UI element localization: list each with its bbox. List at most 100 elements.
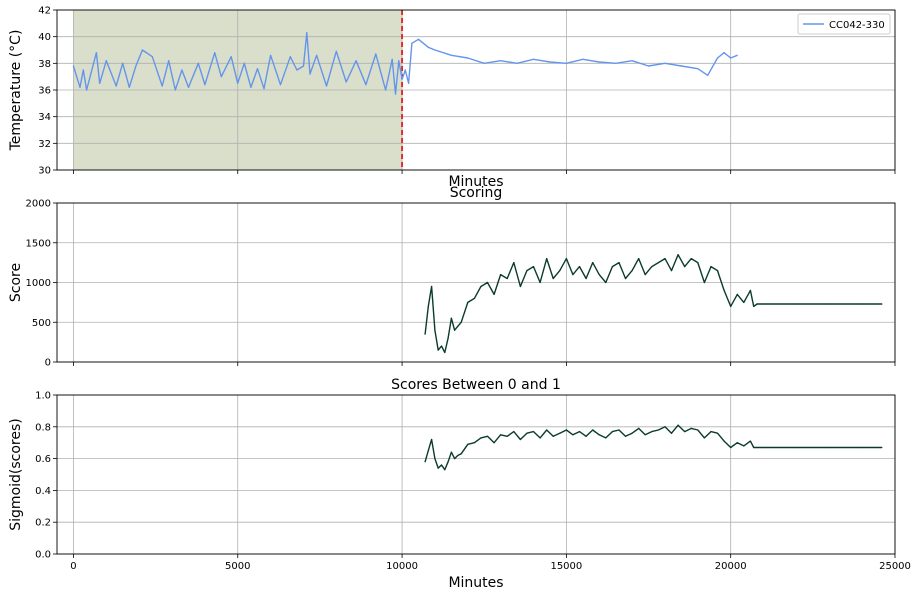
data-point <box>427 450 429 452</box>
data-point <box>736 442 738 444</box>
data-point <box>263 88 265 90</box>
x-tick-label: 5000 <box>225 561 250 572</box>
y-tick-label: 0.8 <box>35 422 51 433</box>
data-point <box>519 285 521 288</box>
data-point <box>427 305 429 307</box>
data-point <box>243 62 245 64</box>
data-point <box>365 84 367 86</box>
x-axis-label: Minutes <box>448 174 503 190</box>
data-point <box>549 61 551 63</box>
data-point <box>598 434 600 436</box>
data-point <box>345 81 347 83</box>
data-point <box>697 68 699 70</box>
data-point <box>677 424 679 426</box>
data-point <box>565 429 567 431</box>
data-point <box>519 438 521 441</box>
data-point <box>434 329 436 331</box>
data-point <box>95 52 98 54</box>
data-point <box>546 429 548 431</box>
data-point <box>611 430 613 433</box>
data-point <box>457 454 459 457</box>
data-point <box>467 443 469 445</box>
data-point <box>204 84 206 86</box>
data-point <box>454 329 456 331</box>
data-point <box>582 58 584 60</box>
data-point <box>710 430 712 433</box>
data-point <box>572 273 574 276</box>
data-point <box>638 258 640 260</box>
data-point <box>651 266 653 268</box>
data-point <box>526 432 528 434</box>
data-point <box>624 435 627 437</box>
data-point <box>220 76 222 78</box>
data-point <box>657 262 659 264</box>
data-point <box>644 273 646 276</box>
data-point <box>434 49 436 51</box>
data-point <box>500 273 502 276</box>
data-point <box>250 86 252 88</box>
series-line-CC042-330 <box>72 32 738 95</box>
data-point <box>592 262 594 264</box>
x-tick-label: 10000 <box>386 561 418 572</box>
data-point <box>437 349 439 351</box>
data-point <box>730 305 732 307</box>
y-tick-label: 1500 <box>26 238 51 249</box>
y-tick-label: 0.4 <box>35 486 51 497</box>
data-point <box>664 258 666 260</box>
data-point <box>408 82 410 84</box>
data-point <box>631 60 633 62</box>
data-point <box>467 301 469 303</box>
data-point <box>256 68 259 70</box>
y-tick-label: 0.0 <box>35 550 51 561</box>
axes-frame <box>56 394 896 555</box>
data-point <box>306 32 308 34</box>
data-point <box>690 427 692 429</box>
data-point <box>532 266 535 268</box>
data-point <box>723 289 725 292</box>
data-point <box>473 297 475 299</box>
data-point <box>861 303 863 305</box>
data-point <box>756 303 758 305</box>
chart-title: Scores Between 0 and 1 <box>391 377 561 393</box>
data-point <box>325 85 328 87</box>
data-point <box>756 446 758 449</box>
data-point <box>611 266 613 268</box>
data-point <box>753 305 755 307</box>
data-point <box>516 62 518 64</box>
data-point <box>546 258 548 260</box>
data-point <box>749 289 752 292</box>
data-point <box>565 258 567 260</box>
data-point <box>723 440 725 442</box>
data-point <box>657 429 659 431</box>
data-point <box>135 65 137 67</box>
data-point <box>526 269 528 272</box>
legend-entry: CC042-330 <box>829 20 885 31</box>
data-point <box>539 437 541 439</box>
data-point <box>85 89 88 91</box>
x-tick-label: 0 <box>70 561 76 572</box>
data-point <box>411 42 413 44</box>
data-point <box>444 469 446 471</box>
data-point <box>404 69 406 71</box>
data-point <box>753 446 755 449</box>
data-point <box>168 60 170 62</box>
data-point <box>197 62 199 64</box>
data-point <box>828 303 830 305</box>
data-point <box>605 281 607 284</box>
data-point <box>532 430 535 433</box>
data-point <box>716 57 719 59</box>
data-point <box>598 61 600 63</box>
data-point <box>401 78 403 80</box>
data-point <box>99 82 101 84</box>
y-tick-label: 32 <box>38 139 51 150</box>
data-point <box>618 429 620 431</box>
data-point <box>506 435 508 437</box>
data-point <box>483 62 485 64</box>
data-point <box>723 52 725 54</box>
data-point <box>762 303 765 305</box>
data-point <box>493 442 495 444</box>
scoring-panel: 0 500 1000 1500 2000 Scoring Score <box>8 185 896 369</box>
data-point <box>450 317 452 319</box>
chart-title: Scoring <box>450 185 503 201</box>
